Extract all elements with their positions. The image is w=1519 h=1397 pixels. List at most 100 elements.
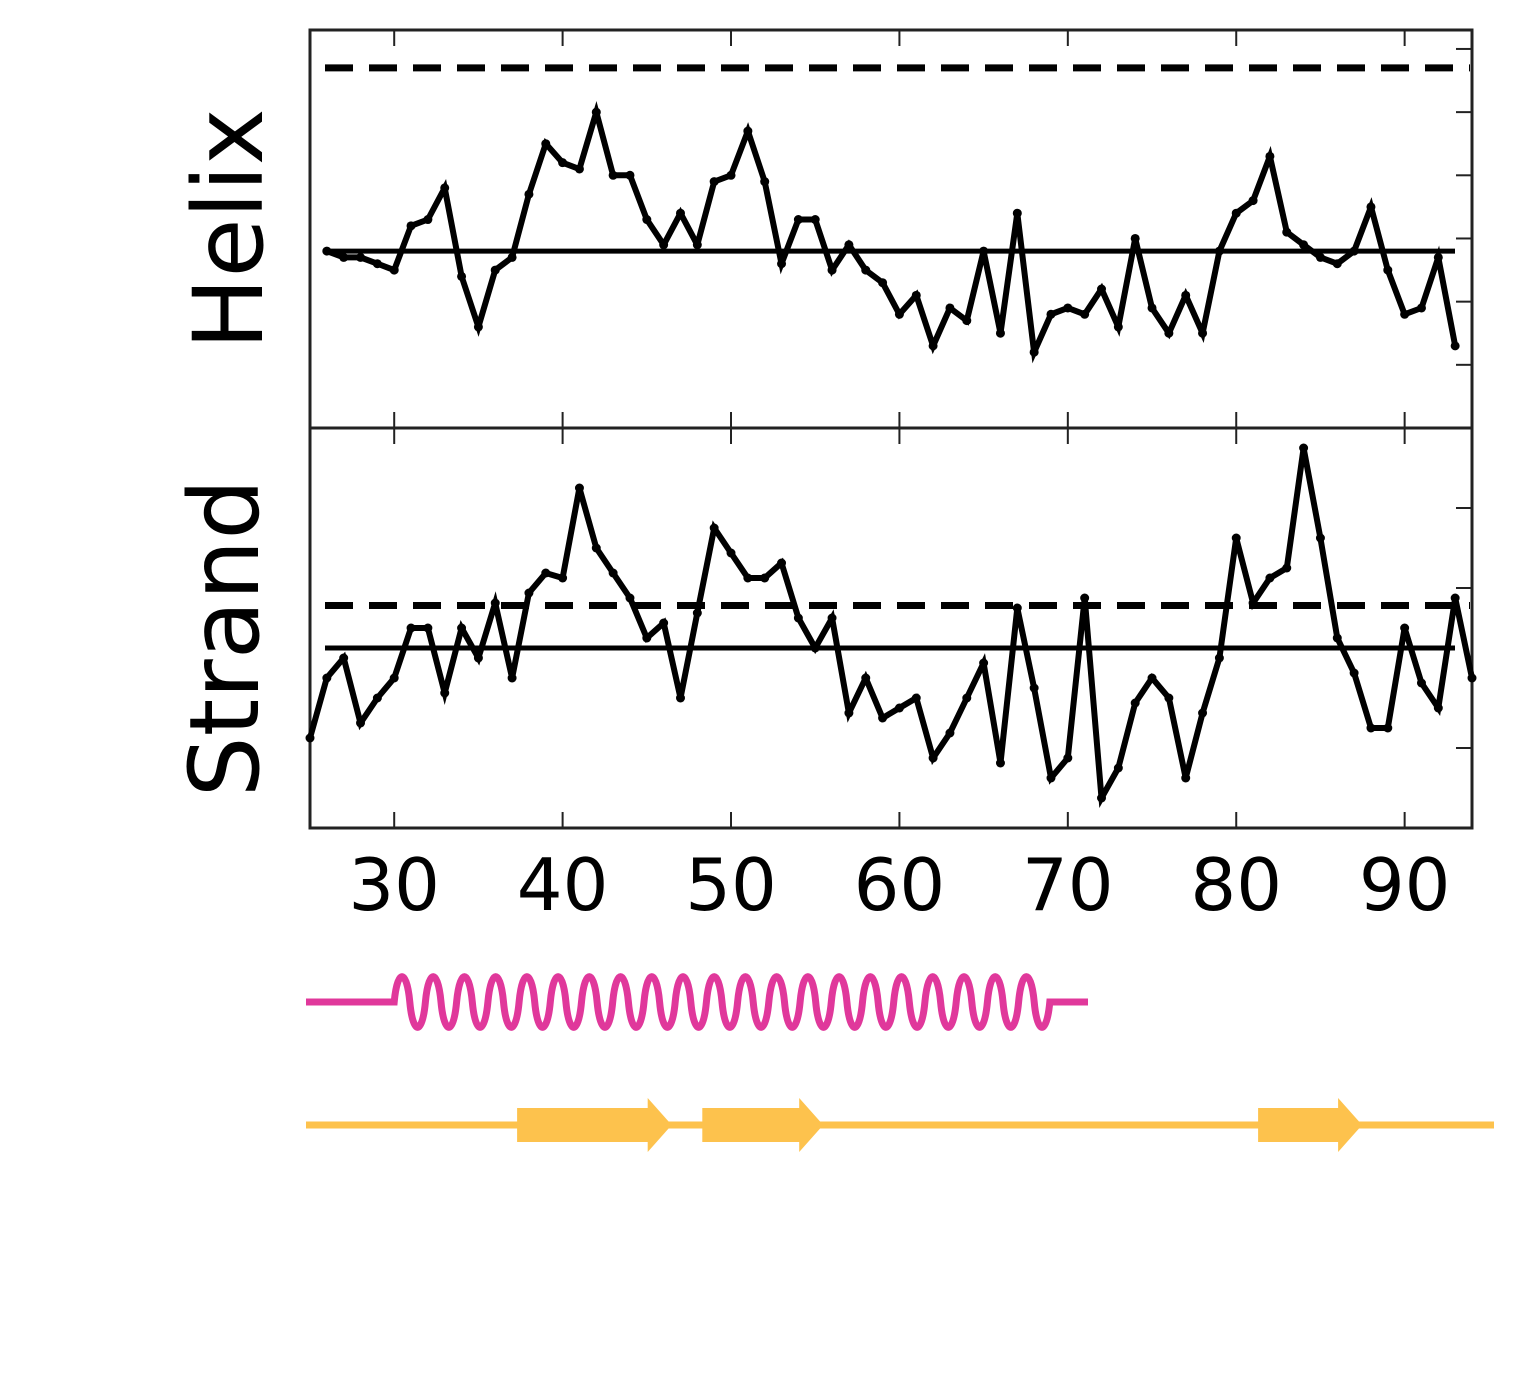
data-point <box>1080 309 1090 319</box>
data-point <box>1349 668 1359 678</box>
data-point <box>1366 723 1376 733</box>
data-point <box>625 170 635 180</box>
data-point <box>440 688 450 698</box>
x-tick-label: 70 <box>1022 843 1114 927</box>
data-point <box>574 164 584 174</box>
data-point <box>591 543 601 553</box>
data-point <box>1147 303 1157 313</box>
data-point <box>1282 563 1292 573</box>
data-point <box>591 107 601 117</box>
data-point <box>1231 208 1241 218</box>
data-point <box>1467 673 1477 683</box>
data-point <box>558 573 568 583</box>
data-point <box>743 573 753 583</box>
data-point <box>574 483 584 493</box>
x-tick-label: 30 <box>348 843 440 927</box>
data-point <box>1366 202 1376 212</box>
panel-frame <box>308 426 1474 830</box>
data-point <box>692 608 702 618</box>
data-point <box>726 170 736 180</box>
data-point <box>1416 303 1426 313</box>
data-point <box>760 573 770 583</box>
data-point <box>1080 593 1090 603</box>
data-point <box>1450 593 1460 603</box>
panel-label: Strand <box>169 479 281 798</box>
data-point <box>1130 233 1140 243</box>
data-point <box>1097 284 1107 294</box>
data-point <box>423 215 433 225</box>
data-point <box>743 126 753 136</box>
data-point <box>810 215 820 225</box>
data-point <box>1450 341 1460 351</box>
series-line <box>325 101 1459 364</box>
data-point <box>1164 328 1174 338</box>
data-point <box>473 653 483 663</box>
data-point <box>945 303 955 313</box>
data-point <box>1383 723 1393 733</box>
data-point <box>1012 208 1022 218</box>
data-point <box>1029 683 1039 693</box>
data-point <box>1012 603 1022 613</box>
data-point <box>305 733 315 743</box>
data-point <box>692 240 702 250</box>
data-point <box>406 221 416 231</box>
data-point <box>1113 763 1123 773</box>
data-point <box>928 341 938 351</box>
x-tick-label: 40 <box>517 843 609 927</box>
data-point <box>389 265 399 275</box>
data-point <box>558 158 568 168</box>
data-point <box>995 758 1005 768</box>
data-point <box>1383 265 1393 275</box>
data-point <box>709 177 719 187</box>
data-point <box>1198 708 1208 718</box>
data-point <box>777 558 787 568</box>
data-point <box>1315 533 1325 543</box>
data-point <box>625 593 635 603</box>
data-point <box>490 598 500 608</box>
data-point <box>793 613 803 623</box>
data-point <box>1400 309 1410 319</box>
data-point <box>709 523 719 533</box>
data-point <box>911 290 921 300</box>
data-point <box>507 673 517 683</box>
data-point <box>389 673 399 683</box>
data-point <box>1315 252 1325 262</box>
panel-frame <box>308 28 1474 430</box>
data-point <box>1248 196 1258 206</box>
data-point <box>1198 328 1208 338</box>
data-point <box>995 328 1005 338</box>
data-point <box>1130 698 1140 708</box>
data-point <box>979 246 989 256</box>
data-point <box>1214 653 1224 663</box>
data-point <box>1299 443 1309 453</box>
data-point <box>1231 533 1241 543</box>
data-point <box>1147 673 1157 683</box>
data-point <box>675 208 685 218</box>
structure-tracks <box>306 973 1494 1152</box>
data-point <box>878 713 888 723</box>
data-point <box>962 693 972 703</box>
data-point <box>473 322 483 332</box>
x-tick-label: 90 <box>1359 843 1451 927</box>
data-point <box>406 623 416 633</box>
x-tick-label: 50 <box>685 843 777 927</box>
data-point <box>777 259 787 269</box>
data-point <box>945 728 955 738</box>
data-point <box>659 618 669 628</box>
x-tick-label: 60 <box>854 843 946 927</box>
data-point <box>1433 252 1443 262</box>
data-point <box>1063 303 1073 313</box>
data-point <box>1214 246 1224 256</box>
data-point <box>861 673 871 683</box>
data-point <box>1282 227 1292 237</box>
data-point <box>608 170 618 180</box>
data-point <box>894 309 904 319</box>
data-point <box>1097 793 1107 803</box>
data-point <box>760 177 770 187</box>
data-point <box>844 240 854 250</box>
data-point <box>1299 240 1309 250</box>
data-point <box>1349 246 1359 256</box>
x-axis: 30 40 50 60 70 80 90 <box>348 843 1450 927</box>
data-point <box>322 673 332 683</box>
data-point <box>423 623 433 633</box>
